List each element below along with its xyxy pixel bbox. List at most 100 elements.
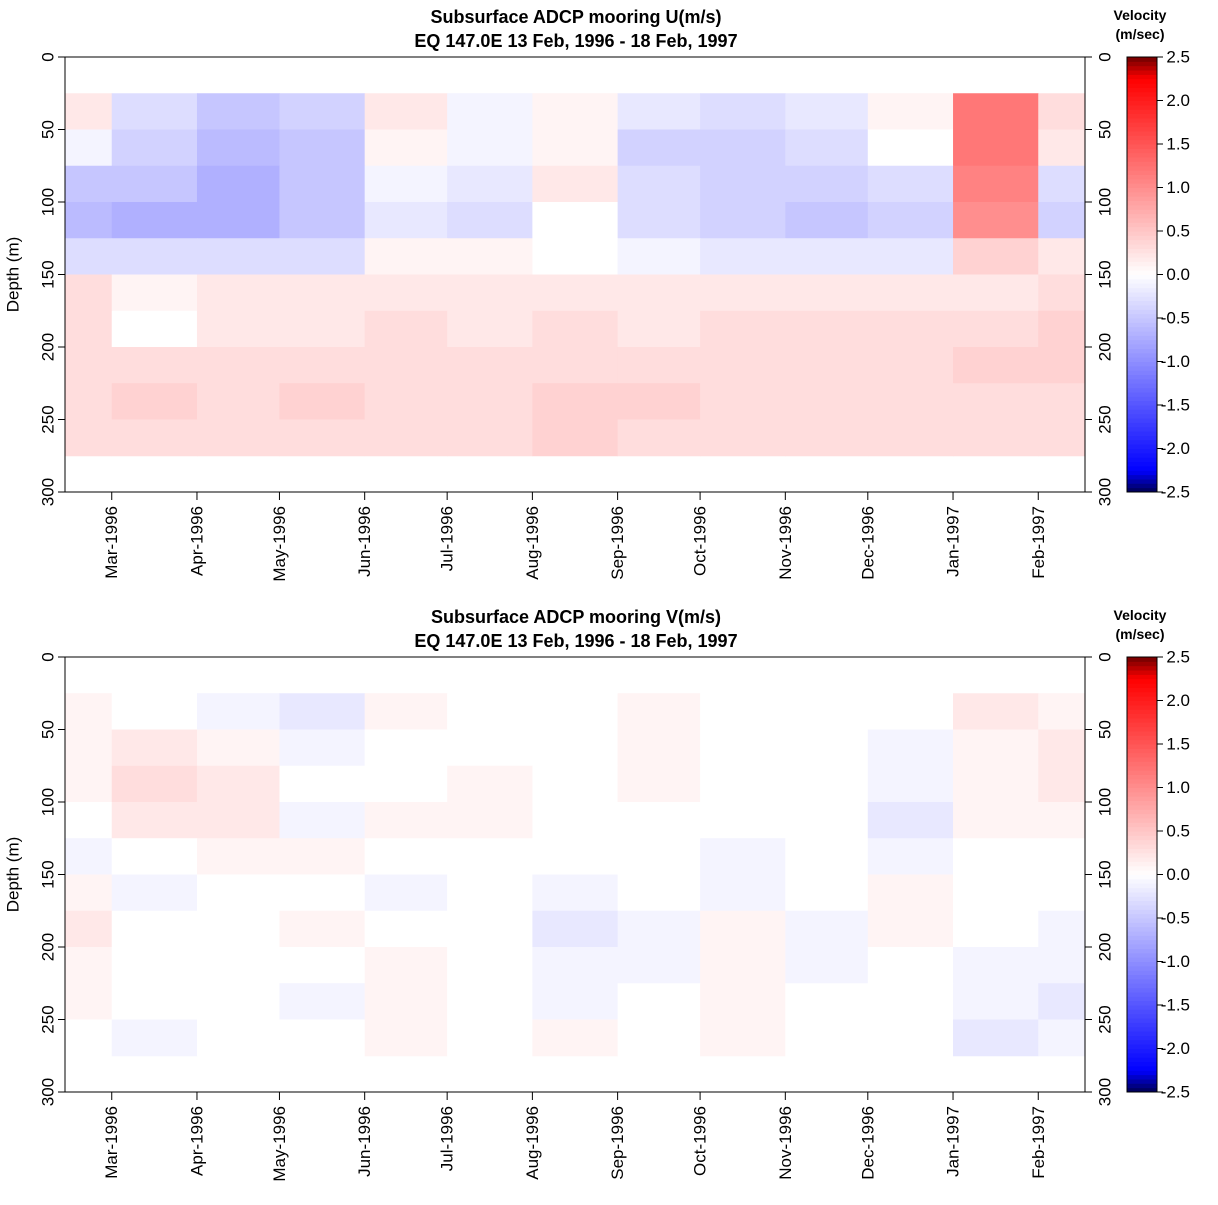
colorbar-swatch: [1127, 109, 1157, 115]
heatmap-cell: [617, 910, 701, 948]
colorbar-tick-label: 1.0: [1166, 778, 1190, 797]
colorbar-swatch: [1127, 413, 1157, 419]
colorbar-swatch: [1127, 861, 1157, 867]
chart-subtitle: EQ 147.0E 13 Feb, 1996 - 18 Feb, 1997: [414, 31, 737, 51]
heatmap-cell: [196, 838, 280, 875]
heatmap-cell: [867, 419, 954, 457]
heatmap-cell: [279, 347, 366, 384]
colorbar-swatch: [1127, 391, 1157, 397]
colorbar-swatch: [1127, 791, 1157, 797]
heatmap-cell: [1038, 274, 1086, 312]
heatmap-cell: [65, 693, 113, 730]
heatmap-cell: [700, 910, 786, 948]
y-tick-label-right: 0: [1096, 652, 1115, 661]
heatmap-cell: [785, 910, 869, 948]
x-tick-label: Dec-1996: [858, 1106, 877, 1180]
colorbar-swatch: [1127, 935, 1157, 941]
heatmap-cell: [196, 274, 280, 312]
heatmap-cell: [953, 838, 1039, 875]
colorbar-swatch: [1127, 139, 1157, 145]
colorbar-swatch: [1127, 374, 1157, 380]
y-tick-label: 300: [39, 1078, 58, 1106]
colorbar-swatch: [1127, 1065, 1157, 1071]
colorbar-tick-label: 2.5: [1166, 648, 1190, 667]
colorbar-swatch: [1127, 678, 1157, 684]
y-tick-label: 300: [39, 478, 58, 506]
colorbar-swatch: [1127, 313, 1157, 319]
colorbar-swatch: [1127, 700, 1157, 706]
heatmap-cell: [617, 129, 701, 167]
heatmap-cell: [617, 238, 701, 275]
heatmap-cell: [700, 729, 786, 767]
heatmap-cell: [364, 383, 448, 420]
colorbar-swatch: [1127, 813, 1157, 819]
colorbar-swatch: [1127, 213, 1157, 219]
colorbar-swatch: [1127, 235, 1157, 241]
heatmap-cell: [953, 910, 1039, 948]
heatmap-cell: [364, 693, 448, 730]
heatmap-cell: [785, 729, 869, 767]
heatmap-cell: [532, 310, 619, 348]
heatmap-cell: [532, 165, 619, 203]
heatmap-cell: [1038, 874, 1086, 912]
colorbar-swatch: [1127, 339, 1157, 345]
colorbar-tick-label: 0.5: [1166, 222, 1190, 241]
heatmap-cell: [1038, 838, 1086, 875]
colorbar-swatch: [1127, 144, 1157, 149]
colorbar-swatch: [1127, 487, 1157, 493]
heatmap-cell: [364, 765, 448, 803]
colorbar-swatch: [1127, 126, 1157, 132]
colorbar-swatch: [1127, 278, 1157, 284]
heatmap-cell: [953, 347, 1039, 384]
heatmap-cell: [279, 383, 366, 420]
heatmap-cell: [532, 238, 619, 275]
colorbar-swatch: [1127, 961, 1157, 967]
heatmap-cell: [364, 802, 448, 839]
y-tick-label: 200: [39, 333, 58, 361]
colorbar-swatch: [1127, 874, 1157, 880]
colorbar-swatch: [1127, 352, 1157, 358]
y-tick-label: 0: [39, 52, 58, 61]
y-tick-label: 150: [39, 260, 58, 288]
colorbar-swatch: [1127, 735, 1157, 741]
heatmap-cell: [1038, 910, 1086, 948]
x-tick-label: Aug-1996: [523, 1106, 542, 1180]
heatmap-cell: [364, 910, 448, 948]
colorbar-swatch: [1127, 1070, 1157, 1076]
heatmap-cell: [867, 765, 954, 803]
heatmap-cell: [867, 310, 954, 348]
colorbar-swatch: [1127, 957, 1157, 962]
colorbar-swatch: [1127, 670, 1157, 675]
colorbar-swatch: [1127, 696, 1157, 701]
x-tick-label: Sep-1996: [608, 506, 627, 580]
heatmap-cell: [447, 983, 533, 1020]
heatmap-cell: [447, 838, 533, 875]
colorbar-swatch: [1127, 135, 1157, 141]
heatmap-cell: [65, 165, 113, 203]
colorbar-swatch: [1127, 387, 1157, 393]
heatmap-cell: [196, 1019, 280, 1057]
colorbar-swatch: [1127, 891, 1157, 897]
colorbar-swatch: [1127, 883, 1157, 889]
heatmap-cell: [532, 874, 619, 912]
colorbar-swatch: [1127, 439, 1157, 445]
colorbar-swatch: [1127, 470, 1157, 476]
colorbar-swatch: [1127, 104, 1157, 110]
heatmap-cell: [867, 693, 954, 730]
colorbar-swatch: [1127, 752, 1157, 758]
heatmap-cell: [279, 1019, 366, 1057]
heatmap-cell: [447, 910, 533, 948]
heatmap-cell: [700, 274, 786, 312]
heatmap-cell: [279, 765, 366, 803]
y-tick-label-right: 0: [1096, 52, 1115, 61]
heatmap-cell: [1038, 202, 1086, 239]
colorbar-swatch: [1127, 757, 1157, 762]
heatmap-cell: [617, 202, 701, 239]
heatmap-cell: [447, 310, 533, 348]
colorbar-swatch: [1127, 939, 1157, 945]
colorbar-swatch: [1127, 217, 1157, 223]
heatmap-cell: [532, 838, 619, 875]
colorbar-swatch: [1127, 796, 1157, 802]
y-tick-label: 150: [39, 860, 58, 888]
colorbar-swatch: [1127, 196, 1157, 202]
